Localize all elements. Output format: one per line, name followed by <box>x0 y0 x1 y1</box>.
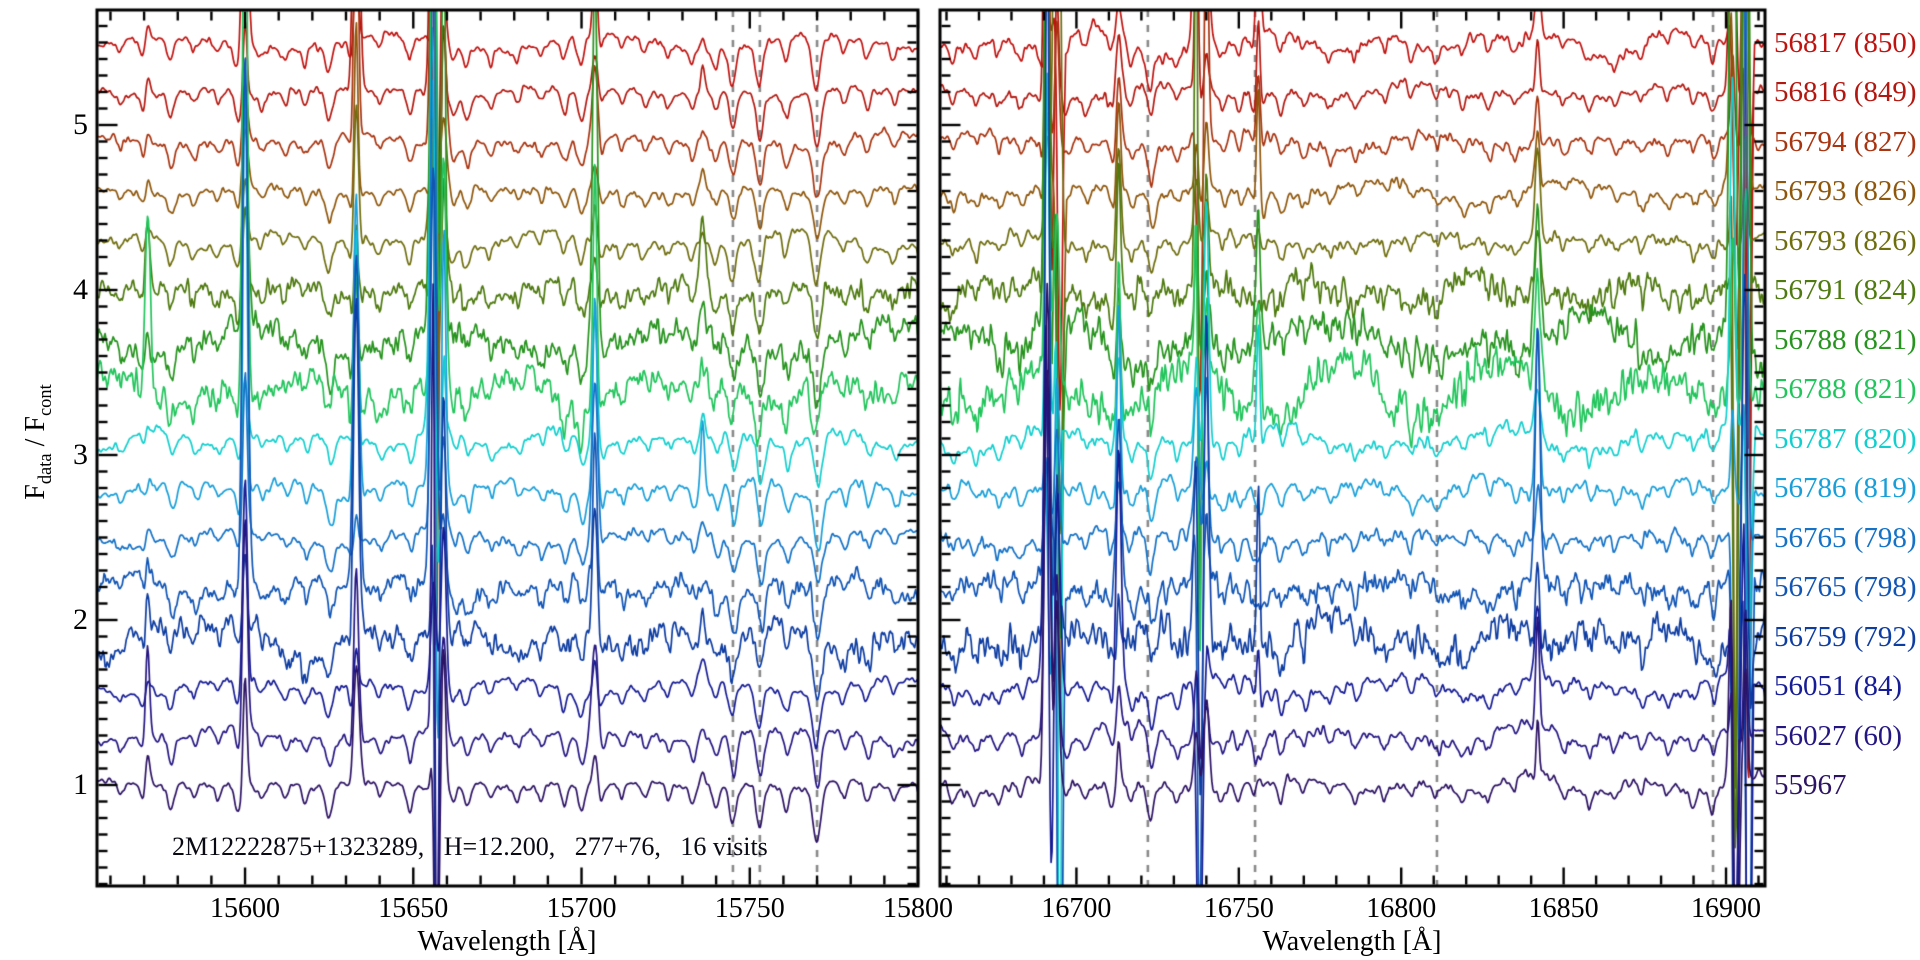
visit-label-56788-821: 56788 (821) <box>1774 373 1917 405</box>
visit-label-56817-850: 56817 (850) <box>1774 26 1917 59</box>
y-axis-title-f: F <box>20 484 52 500</box>
y-axis-title-sub-cont: cont <box>34 384 55 417</box>
x-tick-label-15700: 15700 <box>546 893 617 924</box>
x-tick-label-15800: 15800 <box>883 893 953 924</box>
y-tick-label-4: 4 <box>73 273 88 306</box>
x-tick-label-16800: 16800 <box>1366 893 1437 924</box>
visit-label-56793-826: 56793 (826) <box>1774 224 1917 257</box>
visit-label-56786-819: 56786 (819) <box>1774 472 1917 504</box>
target-annotation: 2M12222875+1323289, H=12.200, 277+76, 16… <box>172 832 768 861</box>
x-tick-label-16700: 16700 <box>1041 893 1112 924</box>
visit-label-56051-84: 56051 (84) <box>1774 670 1903 702</box>
y-tick-label-5: 5 <box>73 108 88 141</box>
x-tick-label-15650: 15650 <box>378 893 449 924</box>
visit-label-56787-820: 56787 (820) <box>1774 422 1917 455</box>
visit-label-56816-849: 56816 (849) <box>1774 76 1917 108</box>
x-tick-label-16850: 16850 <box>1528 893 1599 924</box>
visit-label-56759-792: 56759 (792) <box>1774 620 1917 653</box>
visit-label-56791-824: 56791 (824) <box>1774 274 1917 306</box>
x-axis-title-right: Wavelength [Å] <box>1262 926 1442 957</box>
x-axis-title-left: Wavelength [Å] <box>417 926 597 957</box>
y-tick-label-2: 2 <box>73 603 88 636</box>
visit-label-56765-798: 56765 (798) <box>1774 571 1917 603</box>
x-tick-label-16900: 16900 <box>1691 893 1762 924</box>
y-tick-label-3: 3 <box>73 438 88 471</box>
visit-label-56027-60: 56027 (60) <box>1774 719 1903 752</box>
visit-label-56793-826: 56793 (826) <box>1774 175 1917 207</box>
visit-label-56794-827: 56794 (827) <box>1774 125 1917 158</box>
visit-label-55967: 55967 <box>1774 769 1847 801</box>
x-tick-label-15750: 15750 <box>714 893 785 924</box>
y-tick-label-1: 1 <box>73 768 88 801</box>
visit-label-56788-821: 56788 (821) <box>1774 323 1917 356</box>
x-tick-label-15600: 15600 <box>210 893 281 924</box>
visit-label-56765-798: 56765 (798) <box>1774 521 1917 554</box>
x-tick-label-16750: 16750 <box>1203 893 1274 924</box>
